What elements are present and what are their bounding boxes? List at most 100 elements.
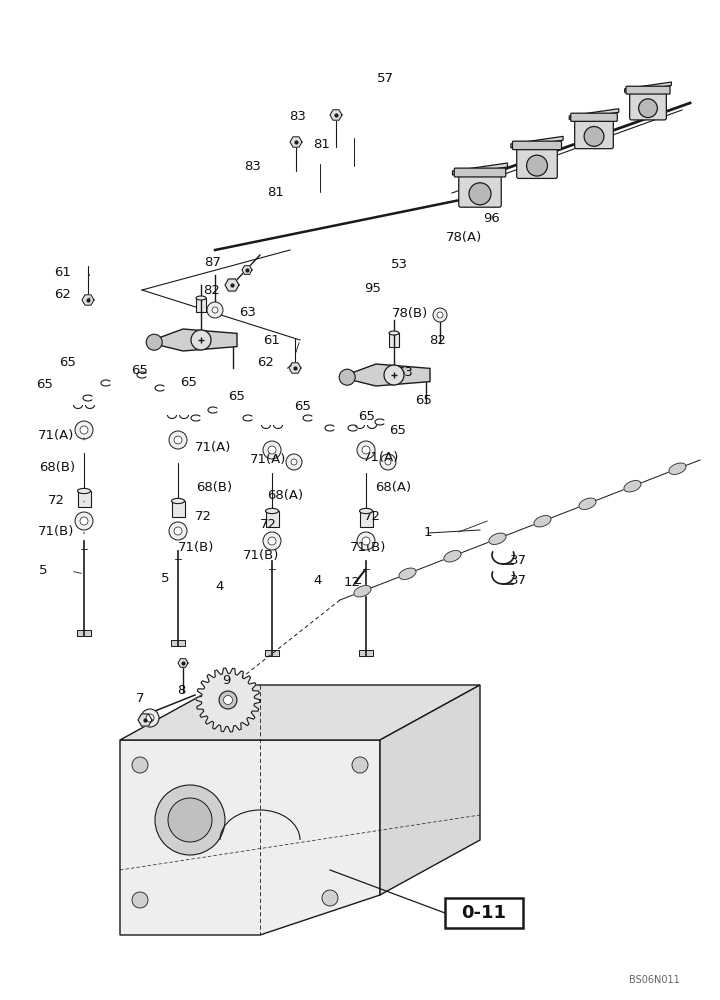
Circle shape xyxy=(75,421,93,439)
Circle shape xyxy=(75,512,93,530)
Text: 63: 63 xyxy=(397,366,413,379)
Text: 37: 37 xyxy=(510,574,526,586)
Bar xyxy=(389,333,399,347)
Polygon shape xyxy=(570,109,618,119)
Circle shape xyxy=(362,537,370,545)
Text: 83: 83 xyxy=(245,160,261,174)
Polygon shape xyxy=(625,82,671,92)
Circle shape xyxy=(380,454,396,470)
Polygon shape xyxy=(290,137,302,147)
Text: 61: 61 xyxy=(264,334,280,347)
Ellipse shape xyxy=(78,488,91,494)
Polygon shape xyxy=(120,685,480,740)
Text: 78(B): 78(B) xyxy=(392,306,428,320)
Text: 65: 65 xyxy=(37,378,53,391)
Text: 68(B): 68(B) xyxy=(196,481,232,493)
Text: 65: 65 xyxy=(132,363,148,376)
Text: 82: 82 xyxy=(430,334,446,347)
Bar xyxy=(359,511,372,527)
Circle shape xyxy=(362,446,370,454)
Ellipse shape xyxy=(389,331,399,335)
Text: 95: 95 xyxy=(364,282,382,294)
Text: 62: 62 xyxy=(258,357,274,369)
Text: 71(B): 71(B) xyxy=(243,550,279,562)
Text: 72: 72 xyxy=(364,510,380,522)
Text: 81: 81 xyxy=(268,186,284,200)
Text: 37: 37 xyxy=(510,554,526,566)
Bar xyxy=(196,298,206,312)
Circle shape xyxy=(80,517,88,525)
Text: 65: 65 xyxy=(390,424,406,436)
Text: 12: 12 xyxy=(343,576,361,589)
Circle shape xyxy=(584,127,604,146)
Polygon shape xyxy=(399,568,416,579)
Circle shape xyxy=(219,691,237,709)
Circle shape xyxy=(469,183,491,205)
Circle shape xyxy=(357,532,375,550)
Ellipse shape xyxy=(171,498,184,504)
Circle shape xyxy=(169,431,187,449)
Polygon shape xyxy=(289,363,301,373)
Polygon shape xyxy=(196,668,260,732)
Polygon shape xyxy=(120,740,380,935)
FancyBboxPatch shape xyxy=(629,90,667,120)
Circle shape xyxy=(191,330,211,350)
Circle shape xyxy=(174,436,182,444)
Bar xyxy=(266,511,279,527)
Text: 65: 65 xyxy=(181,376,197,389)
Text: 71(A): 71(A) xyxy=(250,454,286,466)
Text: 4: 4 xyxy=(216,580,224,593)
Ellipse shape xyxy=(196,296,206,300)
Bar xyxy=(78,491,91,507)
Text: 53: 53 xyxy=(390,258,408,271)
Text: 78(A): 78(A) xyxy=(446,232,482,244)
Polygon shape xyxy=(534,516,551,527)
Polygon shape xyxy=(330,110,342,120)
Circle shape xyxy=(433,308,447,322)
Circle shape xyxy=(357,441,375,459)
Circle shape xyxy=(146,714,154,722)
Text: 71(A): 71(A) xyxy=(363,452,399,464)
Circle shape xyxy=(384,365,404,385)
Circle shape xyxy=(132,757,148,773)
Text: 68(A): 68(A) xyxy=(267,488,303,502)
Polygon shape xyxy=(340,364,430,386)
Text: 96: 96 xyxy=(482,212,500,225)
Circle shape xyxy=(268,446,276,454)
Circle shape xyxy=(141,709,159,727)
Circle shape xyxy=(339,369,355,385)
Circle shape xyxy=(223,696,233,704)
Text: 71(B): 71(B) xyxy=(38,526,74,538)
Text: 81: 81 xyxy=(314,138,330,151)
Text: 71(A): 71(A) xyxy=(38,428,74,442)
Polygon shape xyxy=(82,295,94,305)
Text: 71(B): 71(B) xyxy=(178,542,214,554)
Polygon shape xyxy=(452,163,508,175)
Circle shape xyxy=(263,532,281,550)
Circle shape xyxy=(207,302,223,318)
Text: 57: 57 xyxy=(377,72,394,85)
Text: 63: 63 xyxy=(240,306,256,320)
Text: 5: 5 xyxy=(39,564,48,578)
Polygon shape xyxy=(669,463,686,474)
Circle shape xyxy=(639,99,657,118)
Polygon shape xyxy=(511,136,563,148)
Text: 71(A): 71(A) xyxy=(195,440,231,454)
Text: 83: 83 xyxy=(289,110,307,123)
Polygon shape xyxy=(242,266,252,274)
Text: 0-11: 0-11 xyxy=(462,904,506,922)
Circle shape xyxy=(526,155,547,176)
Text: 72: 72 xyxy=(259,518,276,530)
Circle shape xyxy=(385,459,391,465)
Circle shape xyxy=(437,312,443,318)
Text: 87: 87 xyxy=(204,255,222,268)
Circle shape xyxy=(268,537,276,545)
FancyBboxPatch shape xyxy=(513,141,562,150)
Polygon shape xyxy=(624,481,641,492)
Polygon shape xyxy=(579,498,596,509)
Polygon shape xyxy=(444,551,461,562)
Ellipse shape xyxy=(359,508,372,514)
Text: 72: 72 xyxy=(194,510,212,522)
Circle shape xyxy=(352,757,368,773)
Polygon shape xyxy=(178,659,188,667)
